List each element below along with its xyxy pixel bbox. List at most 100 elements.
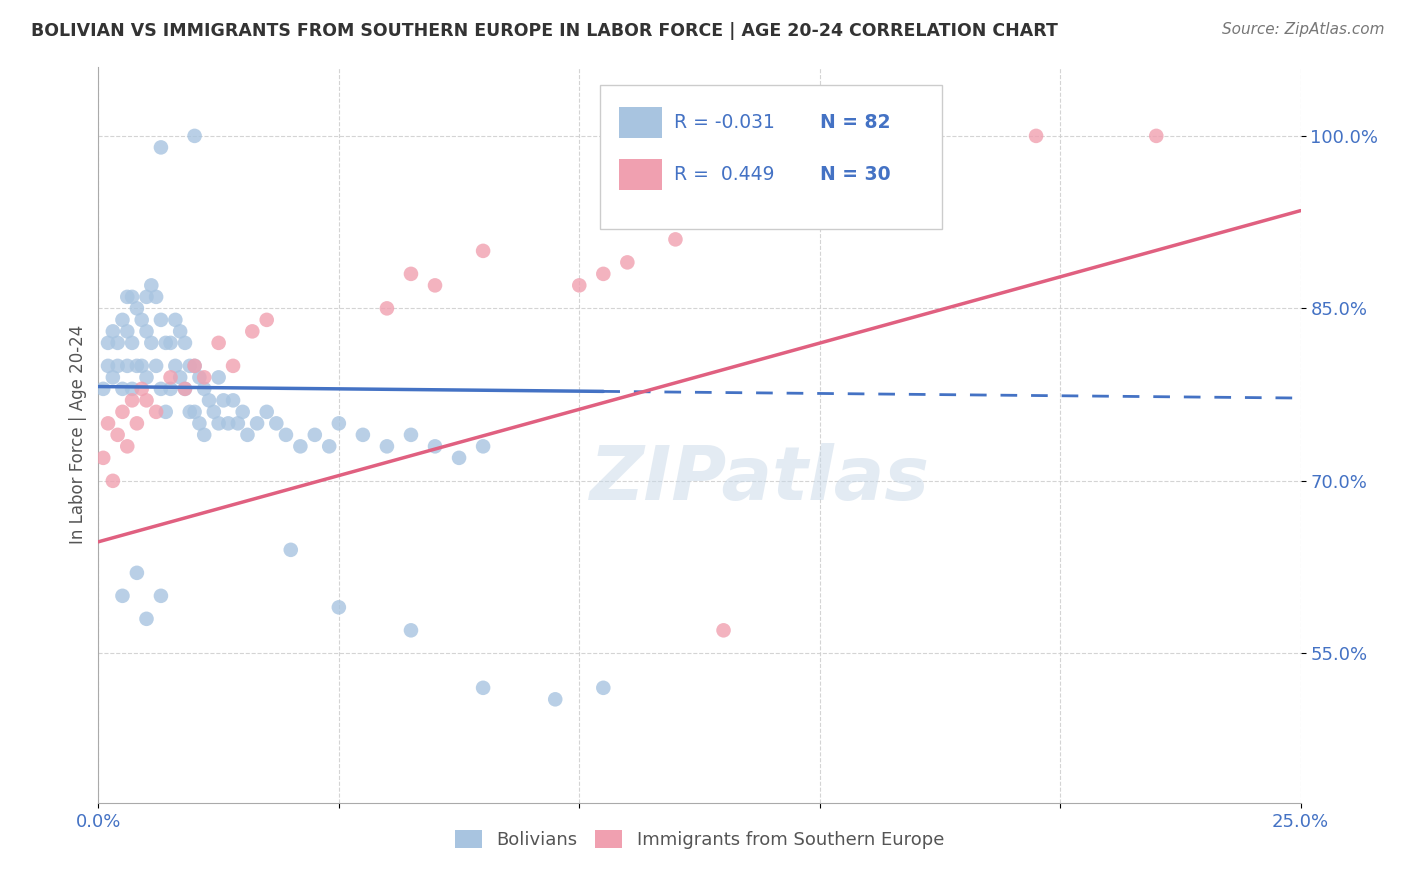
- Point: [135, 393, 157, 408]
- Point: [135, 370, 157, 384]
- Point: [664, 232, 686, 246]
- Point: [149, 313, 172, 327]
- Point: [169, 370, 191, 384]
- Point: [149, 140, 172, 154]
- Point: [125, 359, 148, 373]
- Point: [1144, 128, 1167, 143]
- Point: [183, 405, 205, 419]
- FancyBboxPatch shape: [600, 86, 942, 229]
- Point: [125, 417, 148, 431]
- Point: [328, 600, 350, 615]
- Point: [240, 324, 263, 338]
- Point: [101, 324, 124, 338]
- Point: [155, 405, 177, 419]
- Point: [111, 313, 134, 327]
- Point: [145, 405, 167, 419]
- Point: [97, 359, 120, 373]
- Point: [111, 382, 134, 396]
- Point: [165, 313, 187, 327]
- Y-axis label: In Labor Force | Age 20-24: In Labor Force | Age 20-24: [69, 326, 87, 544]
- Point: [97, 335, 120, 350]
- Point: [159, 382, 181, 396]
- Point: [125, 301, 148, 316]
- Text: N = 30: N = 30: [820, 165, 890, 184]
- Point: [131, 359, 153, 373]
- Point: [544, 692, 567, 706]
- Point: [121, 335, 143, 350]
- Point: [222, 359, 245, 373]
- Point: [183, 359, 205, 373]
- Point: [208, 417, 231, 431]
- Point: [592, 267, 614, 281]
- Point: [179, 405, 201, 419]
- Point: [174, 335, 197, 350]
- Legend: Bolivians, Immigrants from Southern Europe: Bolivians, Immigrants from Southern Euro…: [447, 822, 952, 856]
- Point: [188, 417, 211, 431]
- Point: [423, 439, 446, 453]
- Text: Source: ZipAtlas.com: Source: ZipAtlas.com: [1222, 22, 1385, 37]
- Text: N = 82: N = 82: [820, 113, 890, 132]
- Point: [121, 393, 143, 408]
- Point: [121, 382, 143, 396]
- Point: [117, 324, 139, 338]
- Point: [145, 290, 167, 304]
- Point: [135, 612, 157, 626]
- Point: [256, 313, 278, 327]
- Point: [193, 428, 215, 442]
- Point: [91, 382, 114, 396]
- FancyBboxPatch shape: [619, 159, 662, 190]
- Point: [304, 428, 326, 442]
- Point: [399, 428, 422, 442]
- Point: [208, 335, 231, 350]
- Point: [188, 370, 211, 384]
- Point: [117, 359, 139, 373]
- Point: [101, 474, 124, 488]
- Point: [159, 335, 181, 350]
- Text: R =  0.449: R = 0.449: [675, 165, 775, 184]
- Point: [159, 370, 181, 384]
- FancyBboxPatch shape: [619, 107, 662, 138]
- Point: [1025, 128, 1047, 143]
- Text: BOLIVIAN VS IMMIGRANTS FROM SOUTHERN EUROPE IN LABOR FORCE | AGE 20-24 CORRELATI: BOLIVIAN VS IMMIGRANTS FROM SOUTHERN EUR…: [31, 22, 1057, 40]
- Point: [91, 450, 114, 465]
- Point: [155, 335, 177, 350]
- Point: [198, 393, 221, 408]
- Point: [125, 566, 148, 580]
- Point: [107, 359, 129, 373]
- Point: [202, 405, 225, 419]
- Point: [713, 624, 735, 638]
- Point: [141, 335, 163, 350]
- Point: [149, 382, 172, 396]
- Point: [117, 290, 139, 304]
- Point: [183, 359, 205, 373]
- Point: [280, 542, 302, 557]
- Point: [328, 417, 350, 431]
- Point: [135, 290, 157, 304]
- Point: [131, 313, 153, 327]
- Point: [101, 370, 124, 384]
- Text: ZIPatlas: ZIPatlas: [589, 442, 929, 516]
- Point: [236, 428, 259, 442]
- Point: [193, 370, 215, 384]
- Point: [246, 417, 269, 431]
- Point: [318, 439, 340, 453]
- Point: [121, 290, 143, 304]
- Point: [266, 417, 288, 431]
- Point: [141, 278, 163, 293]
- Point: [111, 405, 134, 419]
- Point: [472, 244, 495, 258]
- Point: [616, 255, 638, 269]
- Point: [226, 417, 249, 431]
- Point: [568, 278, 591, 293]
- Point: [423, 278, 446, 293]
- Point: [135, 324, 157, 338]
- Point: [97, 417, 120, 431]
- Point: [274, 428, 297, 442]
- Point: [111, 589, 134, 603]
- Point: [256, 405, 278, 419]
- Point: [290, 439, 312, 453]
- Point: [399, 624, 422, 638]
- Point: [174, 382, 197, 396]
- Point: [217, 417, 239, 431]
- Point: [165, 359, 187, 373]
